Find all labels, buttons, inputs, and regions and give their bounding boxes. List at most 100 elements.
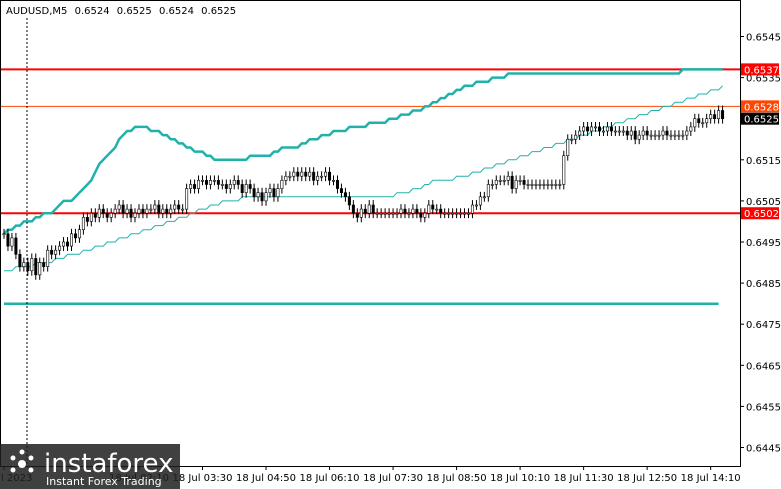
candle [145, 204, 149, 219]
candle [633, 126, 637, 145]
candle [550, 179, 554, 190]
candle [582, 121, 586, 136]
candle [252, 183, 256, 202]
candle [18, 249, 22, 272]
candle [447, 208, 451, 219]
candle [335, 175, 339, 194]
candle [220, 179, 224, 190]
candle [332, 175, 336, 186]
level-tag-0.6502-label: 0.6502 [744, 209, 779, 220]
candle [542, 179, 546, 190]
candle [558, 179, 562, 190]
candle [133, 208, 137, 223]
x-tick-label: 18 Jul 07:30 [363, 473, 423, 484]
level-tag-0.6537-label: 0.6537 [744, 65, 779, 76]
candle [240, 179, 244, 198]
candle [324, 167, 328, 182]
candle [609, 121, 613, 136]
candle [105, 208, 109, 223]
candle [578, 126, 582, 141]
candle [689, 121, 693, 136]
ohlc-close: 0.6525 [201, 6, 236, 17]
candle [717, 105, 721, 124]
candle [665, 126, 669, 141]
candle [423, 208, 427, 223]
candle [721, 105, 725, 124]
candle [276, 183, 280, 202]
candle [308, 167, 312, 182]
candle [343, 187, 347, 202]
candle [502, 175, 506, 186]
candle [351, 200, 355, 219]
candle [474, 200, 478, 210]
candle [546, 179, 550, 190]
candle [594, 121, 598, 132]
candle [10, 232, 14, 252]
candle [169, 204, 173, 219]
candle [367, 200, 371, 219]
candle [391, 208, 395, 219]
candle [38, 257, 42, 280]
candle [526, 179, 530, 190]
candle [216, 175, 220, 190]
candle [121, 200, 125, 219]
candle [617, 126, 621, 136]
candle [77, 224, 81, 243]
y-tick-label: 0.6455 [746, 402, 781, 413]
candle [165, 204, 169, 219]
candle [613, 126, 617, 136]
candle [304, 167, 308, 182]
current-price-tag: 0.6525 [741, 112, 779, 126]
candle [54, 245, 58, 260]
candle [2, 228, 6, 239]
candle [300, 167, 304, 182]
candle [522, 175, 526, 190]
candle [605, 121, 609, 136]
candle [312, 167, 316, 186]
candle [173, 200, 177, 215]
candle [42, 257, 46, 272]
candle [490, 179, 494, 190]
candle [197, 175, 201, 194]
candle [272, 183, 276, 202]
candle [284, 171, 288, 186]
candle [482, 191, 486, 202]
watermark: instaforex Instant Forex Trading [0, 444, 180, 489]
candle [621, 126, 625, 136]
candle [208, 175, 212, 190]
upper-band-line [3, 68, 723, 235]
candle [562, 150, 566, 190]
candle [649, 130, 653, 141]
candle [129, 204, 133, 223]
candle [570, 134, 574, 145]
candle [260, 187, 264, 206]
candle [228, 179, 232, 194]
candle [46, 245, 50, 272]
candle [224, 179, 228, 194]
level-tag-0.6537: 0.6537 [741, 63, 779, 76]
candle [701, 117, 705, 128]
candle [316, 171, 320, 186]
x-tick-label: 18 Jul 14:10 [681, 473, 741, 484]
candle [677, 130, 681, 141]
candle [89, 208, 93, 227]
candle [201, 175, 205, 186]
candle [713, 109, 717, 124]
candle [97, 204, 101, 223]
candle [66, 237, 70, 252]
candle [280, 175, 284, 194]
candle [355, 208, 359, 223]
candle [93, 208, 97, 223]
candle [149, 204, 153, 215]
candle [431, 200, 435, 215]
candle [22, 257, 26, 272]
candle [439, 204, 443, 219]
candle [328, 167, 332, 186]
candle [601, 126, 605, 136]
candle [590, 121, 594, 136]
candle [212, 175, 216, 186]
y-tick-label: 0.6445 [746, 444, 781, 455]
candle [339, 183, 343, 198]
candle [153, 200, 157, 215]
